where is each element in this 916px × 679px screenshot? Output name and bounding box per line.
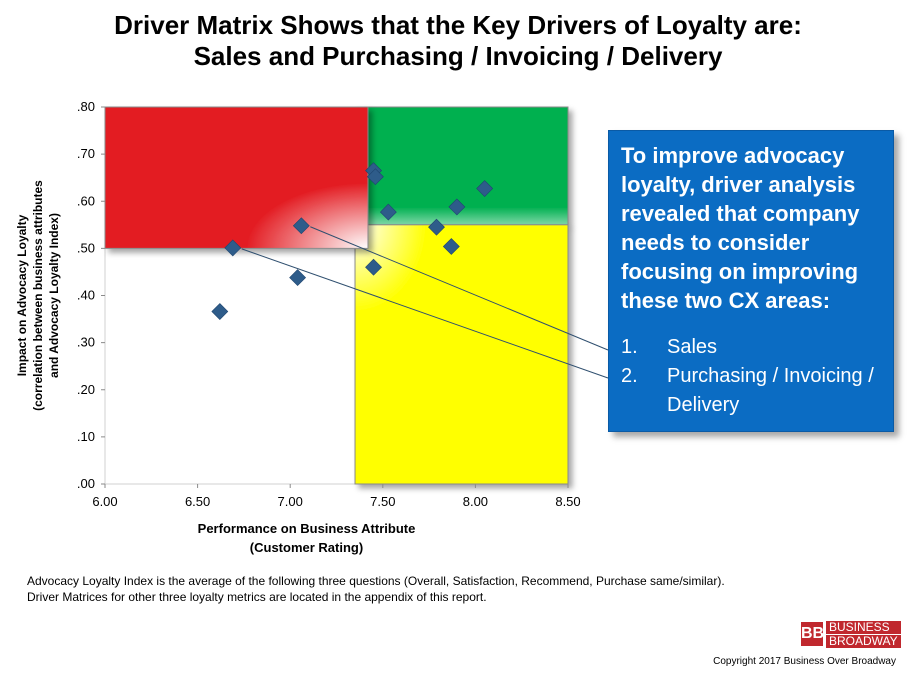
data-point xyxy=(476,180,494,197)
quadrant-red xyxy=(104,106,369,249)
x-tick-label: 8.00 xyxy=(463,494,488,509)
y-tick-label: .60 xyxy=(77,193,95,208)
y-axis-title-line2: (correlation between business attributes xyxy=(31,180,45,411)
data-point xyxy=(442,238,460,255)
y-tick-label: .10 xyxy=(77,429,95,444)
business-broadway-logo: BB BUSINESS BROADWAY xyxy=(801,617,901,651)
logo-line1: BUSINESS xyxy=(826,620,901,634)
y-tick-label: .50 xyxy=(77,240,95,255)
callout-item-number: 1. xyxy=(621,336,638,358)
y-tick-label: .40 xyxy=(77,288,95,303)
callout-connector-line xyxy=(310,226,609,351)
insight-callout: To improve advocacy loyalty, driver anal… xyxy=(608,130,894,432)
callout-item-sales: 1. Sales xyxy=(621,333,881,362)
y-tick-label: .00 xyxy=(77,476,95,491)
callout-list: 1. Sales 2. Purchasing / Invoicing / Del… xyxy=(621,333,881,420)
data-point xyxy=(211,303,229,320)
footnote-line1: Advocacy Loyalty Index is the average of… xyxy=(27,574,725,588)
logo-line2: BROADWAY xyxy=(826,634,901,648)
y-tick-label: .30 xyxy=(77,335,95,350)
x-tick-label: 6.00 xyxy=(92,494,117,509)
data-point xyxy=(366,168,384,186)
logo-mark: BB xyxy=(801,622,824,646)
callout-heading: To improve advocacy loyalty, driver anal… xyxy=(621,143,860,313)
callout-connector-line xyxy=(241,248,609,379)
logo-text: BUSINESS BROADWAY xyxy=(826,620,901,649)
y-tick-label: .20 xyxy=(77,382,95,397)
data-point xyxy=(428,218,445,236)
chart-title-line1: Driver Matrix Shows that the Key Drivers… xyxy=(114,10,802,40)
quadrant-yellow xyxy=(354,224,569,485)
x-axis-title-line2: (Customer Rating) xyxy=(250,540,363,555)
callout-item-text: Sales xyxy=(667,336,718,358)
callout-item-number: 2. xyxy=(621,365,638,387)
chart-title-line2: Sales and Purchasing / Invoicing / Deliv… xyxy=(193,41,723,71)
chart-title: Driver Matrix Shows that the Key Drivers… xyxy=(0,10,916,72)
data-point xyxy=(292,217,310,235)
x-tick-label: 6.50 xyxy=(185,494,210,509)
x-tick-label: 7.00 xyxy=(278,494,303,509)
data-point xyxy=(448,198,466,216)
y-axis-title-line1: Impact on Advocacy Loyalty xyxy=(15,214,29,376)
footnote: Advocacy Loyalty Index is the average of… xyxy=(27,573,887,605)
data-point xyxy=(365,258,382,276)
x-axis-title-line1: Performance on Business Attribute xyxy=(198,521,416,536)
x-tick-label: 8.50 xyxy=(555,494,580,509)
data-point xyxy=(224,239,242,257)
data-point xyxy=(289,269,307,287)
footnote-line2: Driver Matrices for other three loyalty … xyxy=(27,590,487,604)
data-point xyxy=(379,203,397,221)
y-tick-label: .70 xyxy=(77,146,95,161)
x-tick-label: 7.50 xyxy=(370,494,395,509)
copyright-text: Copyright 2017 Business Over Broadway xyxy=(713,656,896,667)
y-tick-label: .80 xyxy=(77,99,95,114)
callout-item-text: Purchasing / Invoicing / Delivery xyxy=(667,365,874,416)
callout-item-purchasing: 2. Purchasing / Invoicing / Delivery xyxy=(621,362,881,420)
y-axis-title-line3: and Advocacy Loyalty Index) xyxy=(47,213,61,378)
